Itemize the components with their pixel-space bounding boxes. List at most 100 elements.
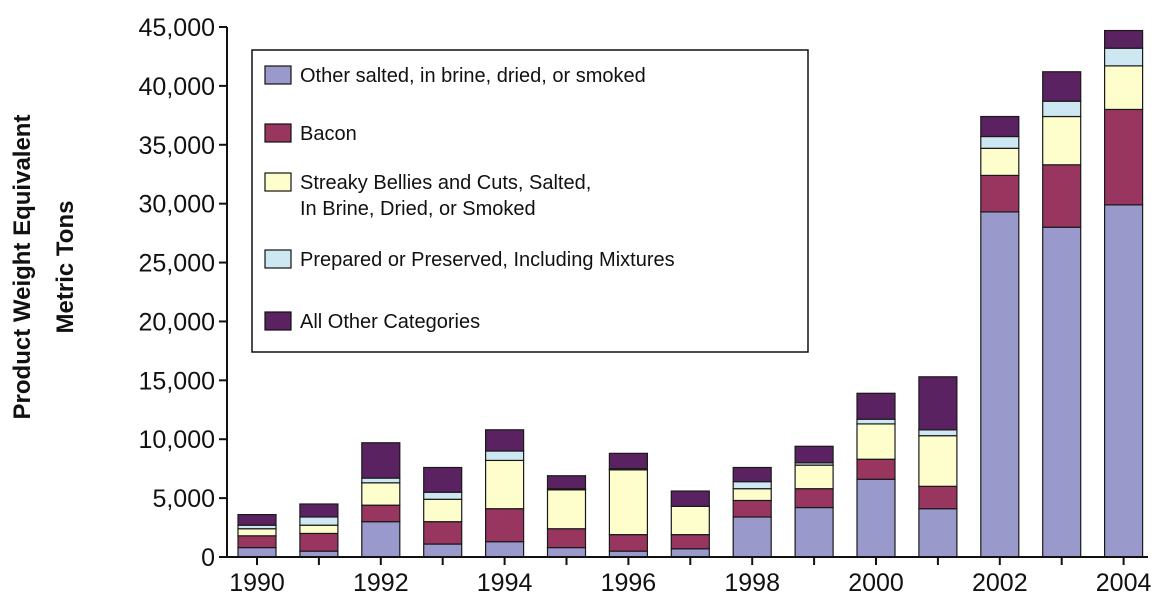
legend-swatch-3 xyxy=(264,172,292,192)
bar-segment-1998-series-5 xyxy=(732,466,772,483)
bar-segment-1999-series-2 xyxy=(794,488,834,509)
bar-segment-1999-series-5 xyxy=(794,445,834,464)
bar-segment-1998-series-2 xyxy=(732,499,772,518)
bar-segment-1993-series-5 xyxy=(423,466,463,493)
bar-segment-2003-series-1 xyxy=(1042,226,1082,558)
bar-segment-1992-series-1 xyxy=(361,521,401,558)
bar-segment-2001-series-2 xyxy=(918,485,958,510)
bar-segment-1990-series-3 xyxy=(237,528,277,537)
legend-swatch-4 xyxy=(264,249,292,269)
bar-segment-1990-series-5 xyxy=(237,513,277,526)
bar-segment-2000-series-1 xyxy=(856,478,896,558)
y-tick-label-15000: 15,000 xyxy=(139,367,215,395)
bar-segment-2002-series-3 xyxy=(980,147,1020,176)
bar-segment-1994-series-5 xyxy=(485,429,525,452)
legend-label-5: All Other Categories xyxy=(300,311,480,333)
y-axis-title-line-2: Metric Tons xyxy=(52,201,79,334)
bar-segment-1990-series-1 xyxy=(237,546,277,558)
bar-segment-1992-series-4 xyxy=(361,477,401,484)
bar-segment-1997-series-3 xyxy=(670,505,710,536)
legend-swatch-1 xyxy=(264,65,292,85)
x-tick-label-1994: 1994 xyxy=(477,569,533,596)
bar-segment-1992-series-3 xyxy=(361,482,401,506)
bar-segment-1991-series-2 xyxy=(299,532,339,552)
bar-segment-2002-series-4 xyxy=(980,135,1020,149)
y-tick-label-10000: 10,000 xyxy=(139,426,215,454)
x-tick-label-2000: 2000 xyxy=(848,569,904,596)
bar-segment-2004-series-5 xyxy=(1103,29,1144,49)
x-tick-label-1990: 1990 xyxy=(229,569,285,596)
bar-segment-1993-series-3 xyxy=(423,498,463,523)
y-tick-label-30000: 30,000 xyxy=(139,191,215,219)
bar-segment-2003-series-4 xyxy=(1042,100,1082,118)
bar-segment-2000-series-3 xyxy=(856,423,896,460)
y-tick-label-5000: 5,000 xyxy=(152,485,215,513)
bar-segment-1997-series-1 xyxy=(670,548,710,558)
y-tick-label-35000: 35,000 xyxy=(139,132,215,160)
legend-label-2: Bacon xyxy=(300,123,357,145)
bar-segment-1998-series-4 xyxy=(732,481,772,490)
bar-segment-2002-series-5 xyxy=(980,115,1020,138)
bar-segment-2003-series-5 xyxy=(1042,71,1082,102)
bar-segment-1999-series-1 xyxy=(794,506,834,558)
x-tick-label-1998: 1998 xyxy=(724,569,780,596)
bar-segment-1994-series-4 xyxy=(485,450,525,462)
bar-segment-1991-series-3 xyxy=(299,524,339,535)
bar-segment-1992-series-5 xyxy=(361,442,401,479)
legend-label-4: Prepared or Preserved, Including Mixture… xyxy=(300,249,675,271)
bar-segment-1996-series-3 xyxy=(608,469,649,536)
legend-swatch-5 xyxy=(264,311,292,331)
bar-segment-2001-series-5 xyxy=(918,376,958,431)
bar-segment-2001-series-3 xyxy=(918,435,958,487)
y-axis-title-line-1: Product Weight Equivalent xyxy=(9,115,36,420)
bar-segment-2004-series-2 xyxy=(1103,108,1144,206)
bar-segment-2000-series-4 xyxy=(856,418,896,425)
bar-segment-2000-series-2 xyxy=(856,458,896,480)
x-tick-label-2004: 2004 xyxy=(1096,569,1152,596)
bar-segment-2001-series-4 xyxy=(918,429,958,437)
bar-segment-1991-series-4 xyxy=(299,516,339,526)
bar-segment-1995-series-3 xyxy=(546,489,587,530)
bar-segment-1994-series-1 xyxy=(485,541,525,558)
y-tick-label-45000: 45,000 xyxy=(139,14,215,42)
bar-segment-1993-series-4 xyxy=(423,491,463,500)
bar-segment-1992-series-2 xyxy=(361,504,401,523)
y-tick-label-0: 0 xyxy=(201,544,215,572)
legend-label-3: Streaky Bellies and Cuts, Salted, In Brin… xyxy=(300,172,591,220)
y-tick-label-20000: 20,000 xyxy=(139,308,215,336)
bar-segment-2001-series-1 xyxy=(918,508,958,558)
bar-segment-1995-series-1 xyxy=(546,546,587,558)
bar-segment-1991-series-5 xyxy=(299,503,339,518)
bar-segment-2003-series-2 xyxy=(1042,164,1082,228)
bar-segment-1994-series-2 xyxy=(485,508,525,543)
bar-segment-1990-series-2 xyxy=(237,535,277,549)
bar-segment-1994-series-3 xyxy=(485,459,525,510)
y-axis-title: Product Weight Equivalent Metric Tons xyxy=(9,115,79,420)
legend: Other salted, in brine, dried, or smoked… xyxy=(251,49,809,353)
x-tick-label-2002: 2002 xyxy=(972,569,1028,596)
bar-segment-1997-series-2 xyxy=(670,534,710,550)
bar-segment-1996-series-2 xyxy=(608,534,649,552)
x-tick-label-1992: 1992 xyxy=(353,569,409,596)
bar-segment-2004-series-4 xyxy=(1103,47,1144,67)
bar-segment-2004-series-3 xyxy=(1103,65,1144,111)
bar-segment-2000-series-5 xyxy=(856,392,896,420)
bar-segment-2003-series-3 xyxy=(1042,115,1082,166)
bars-group xyxy=(237,29,1144,558)
bar-segment-2002-series-1 xyxy=(980,211,1020,558)
legend-swatch-2 xyxy=(264,123,292,143)
bar-segment-1993-series-2 xyxy=(423,521,463,545)
bar-segment-1995-series-2 xyxy=(546,528,587,549)
legend-box xyxy=(251,49,809,353)
bar-segment-1998-series-3 xyxy=(732,488,772,502)
bar-segment-1995-series-5 xyxy=(546,475,587,490)
x-tick-label-1996: 1996 xyxy=(601,569,657,596)
y-tick-label-25000: 25,000 xyxy=(139,250,215,278)
bar-segment-1996-series-5 xyxy=(608,452,649,470)
bar-segment-2004-series-1 xyxy=(1103,204,1144,558)
bar-segment-2002-series-2 xyxy=(980,174,1020,213)
bar-segment-1999-series-3 xyxy=(794,464,834,490)
legend-label-1: Other salted, in brine, dried, or smoked xyxy=(300,65,646,87)
y-tick-label-40000: 40,000 xyxy=(139,73,215,101)
